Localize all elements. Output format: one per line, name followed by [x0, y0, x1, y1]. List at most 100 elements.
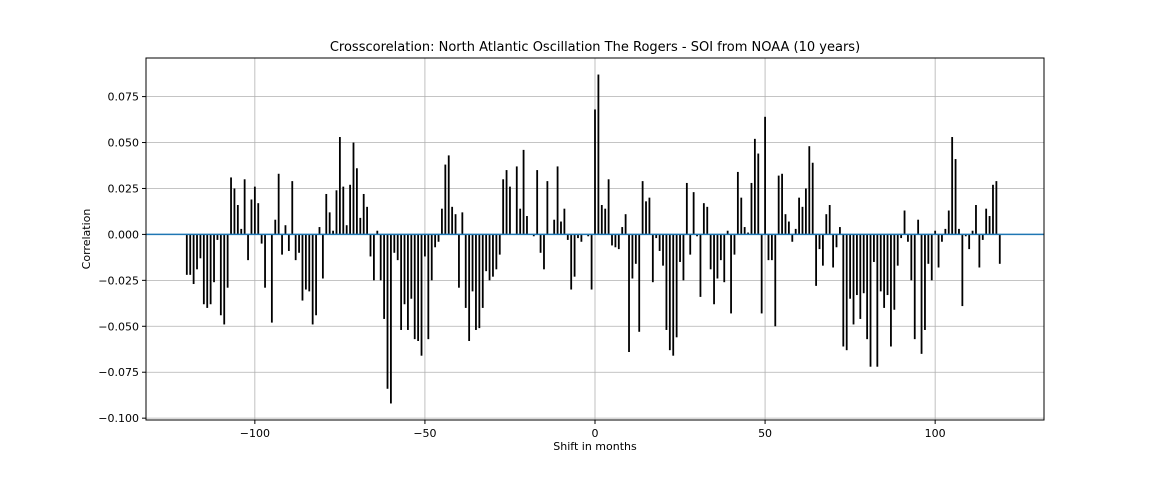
correlation-bar	[777, 175, 780, 235]
correlation-bar	[277, 173, 280, 235]
correlation-bar	[257, 203, 260, 235]
correlation-bar	[937, 234, 940, 268]
correlation-bar	[852, 234, 855, 325]
correlation-bar	[767, 234, 770, 261]
correlation-bar	[345, 225, 348, 235]
correlation-bar	[230, 177, 232, 235]
correlation-bar	[662, 234, 664, 266]
correlation-bar	[498, 234, 501, 255]
correlation-bar	[437, 234, 440, 242]
correlation-bar	[842, 234, 845, 347]
correlation-bar	[866, 234, 869, 340]
correlation-bar	[781, 173, 783, 235]
correlation-bar	[839, 227, 841, 235]
correlation-bar	[927, 234, 930, 264]
correlation-bar	[396, 234, 399, 261]
correlation-bar	[403, 234, 406, 305]
correlation-bar	[400, 234, 403, 330]
correlation-bar	[685, 182, 688, 235]
correlation-bar	[723, 234, 726, 283]
bars-layer	[185, 74, 1001, 404]
correlation-bar	[570, 234, 573, 290]
correlation-bar	[958, 228, 960, 235]
correlation-bar	[651, 234, 654, 283]
correlation-bar	[315, 234, 317, 316]
correlation-bar	[998, 234, 1001, 264]
y-tick-label: 0.050	[108, 137, 140, 150]
y-tick-label: 0.000	[108, 228, 140, 241]
correlation-bar	[719, 234, 722, 261]
x-tick-label: 50	[758, 427, 772, 440]
correlation-bar	[716, 234, 719, 279]
correlation-bar	[787, 221, 790, 235]
correlation-bar	[216, 234, 219, 240]
correlation-bar	[485, 234, 488, 272]
y-tick-label: 0.075	[108, 91, 140, 104]
correlation-bar	[274, 219, 277, 235]
correlation-bar	[253, 186, 256, 235]
correlation-bar	[760, 234, 763, 314]
x-tick-label: −100	[240, 427, 270, 440]
correlation-bar	[308, 234, 311, 292]
correlation-bar	[471, 234, 474, 292]
correlation-bar	[832, 234, 835, 268]
correlation-bar	[590, 234, 593, 290]
correlation-bar	[835, 234, 838, 248]
correlation-bar	[828, 205, 831, 235]
correlation-bar	[373, 234, 375, 281]
correlation-bar	[563, 208, 566, 235]
correlation-bar	[753, 138, 756, 235]
correlation-bar	[577, 234, 579, 239]
correlation-bar	[770, 234, 773, 261]
x-tick-label: 0	[592, 427, 599, 440]
correlation-bar	[801, 206, 804, 235]
correlation-bar	[825, 214, 828, 235]
y-axis-title: Correlation	[80, 209, 93, 270]
correlation-bar	[597, 74, 600, 235]
correlation-bar	[757, 153, 760, 235]
correlation-bar	[648, 197, 651, 235]
y-tick-label: 0.025	[108, 182, 140, 195]
correlation-bar	[709, 234, 712, 270]
correlation-bar	[903, 210, 906, 235]
correlation-bar	[804, 188, 807, 235]
correlation-bar	[798, 197, 800, 235]
correlation-bar	[628, 234, 630, 353]
correlation-bar	[900, 234, 903, 239]
correlation-bar	[304, 234, 307, 290]
chart-title: Crosscorelation: North Atlantic Oscillat…	[330, 40, 860, 55]
correlation-bar	[284, 225, 287, 235]
correlation-bar	[675, 234, 678, 338]
correlation-bar	[454, 214, 457, 235]
correlation-bar	[522, 149, 525, 235]
correlation-bar	[352, 142, 355, 235]
correlation-bar	[907, 234, 909, 242]
correlation-bar	[553, 219, 556, 235]
correlation-bar	[240, 228, 243, 235]
correlation-bar	[668, 234, 671, 351]
correlation-bar	[420, 234, 423, 356]
correlation-bar	[845, 234, 848, 351]
correlation-bar	[196, 234, 198, 270]
correlation-bar	[213, 234, 215, 283]
correlation-bar	[992, 184, 994, 235]
correlation-bar	[434, 234, 437, 248]
correlation-bar	[811, 162, 814, 235]
correlation-bar	[679, 234, 681, 262]
correlation-bar	[532, 234, 535, 237]
correlation-bar	[995, 181, 998, 235]
correlation-bar	[910, 234, 913, 281]
correlation-bar	[856, 234, 858, 296]
correlation-bar	[947, 210, 950, 235]
correlation-bar	[930, 234, 933, 281]
correlation-bar	[917, 219, 920, 235]
correlation-bar	[981, 234, 984, 240]
correlation-bar	[223, 234, 226, 325]
y-tick-label: −0.050	[98, 320, 139, 333]
correlation-bar	[764, 116, 766, 235]
correlation-bar	[321, 234, 324, 279]
correlation-bar	[495, 234, 498, 270]
correlation-bar	[971, 230, 974, 235]
correlation-bar	[886, 234, 889, 296]
correlation-bar	[774, 234, 777, 327]
